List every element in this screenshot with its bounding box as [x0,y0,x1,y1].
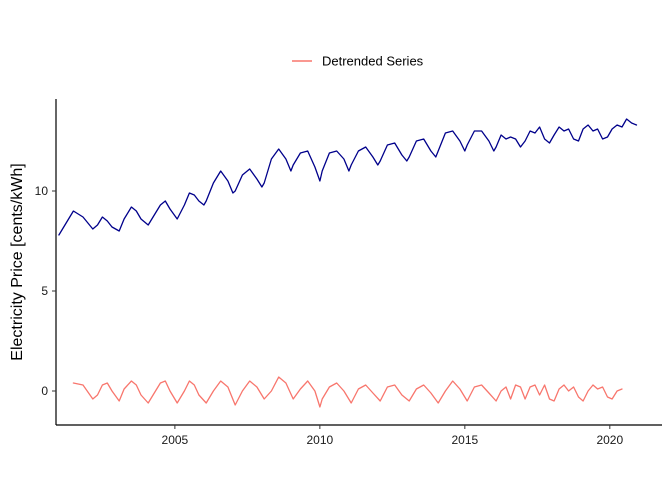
y-axis-title: Electricity Price [cents/kWh] [9,163,26,360]
x-ticks: 2005 2010 2015 2020 [162,425,623,447]
y-tick-label: 0 [41,384,48,398]
y-tick-label: 5 [41,284,48,298]
x-tick-label: 2005 [162,433,189,447]
x-tick-label: 2010 [307,433,334,447]
legend: Detrended Series [292,54,424,69]
original-price-line [58,118,638,236]
series-layer [58,118,638,408]
detrended-series-line [72,376,623,408]
plot-panel: 0 5 10 2005 2010 2015 2020 [35,99,662,447]
y-ticks: 0 5 10 [35,184,56,398]
x-tick-label: 2020 [596,433,623,447]
x-tick-label: 2015 [451,433,478,447]
legend-label-detrended-series: Detrended Series [322,54,424,69]
y-tick-label: 10 [35,184,49,198]
